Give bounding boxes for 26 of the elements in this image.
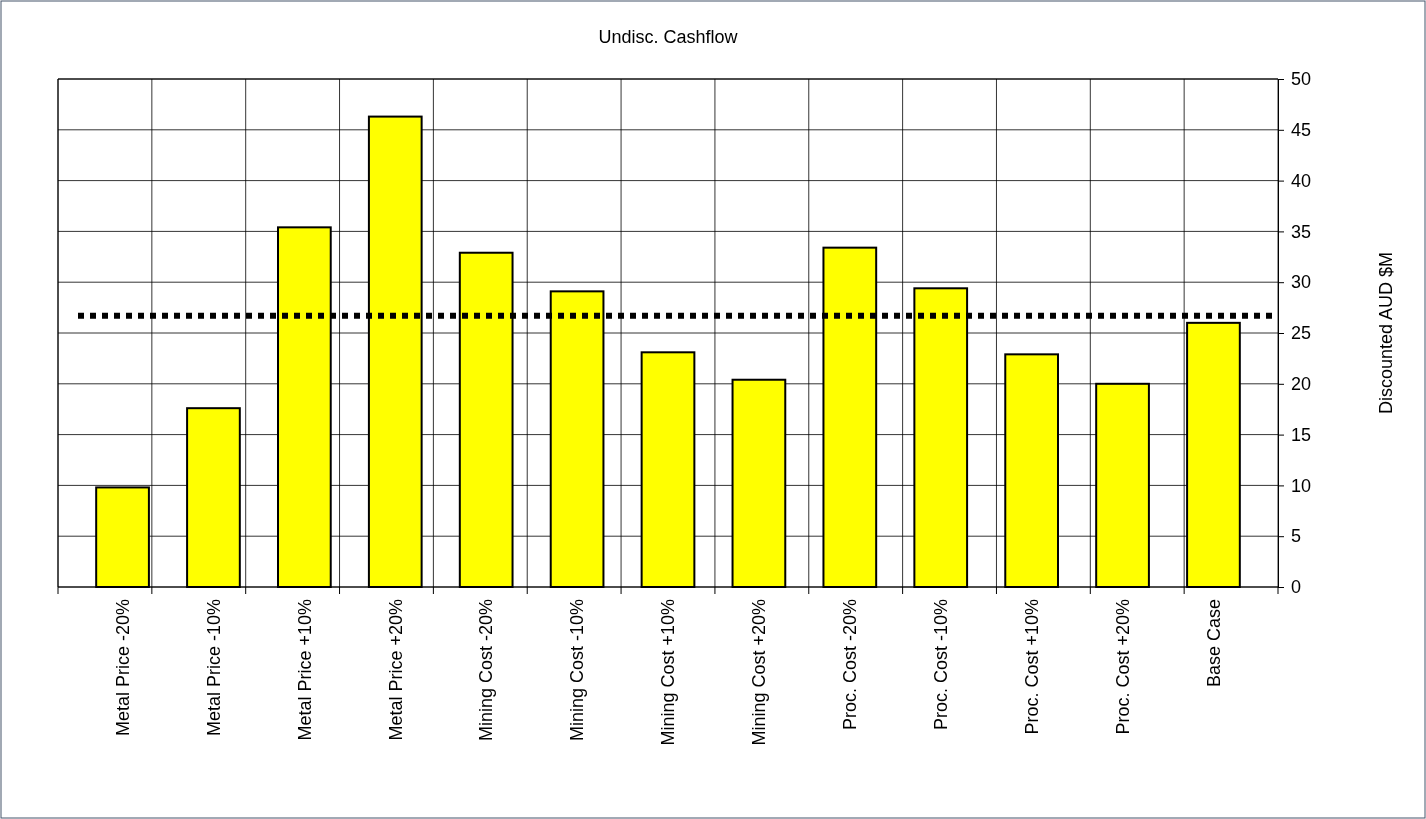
y-tick-label: 20 <box>1291 374 1312 395</box>
x-tick-label: Proc. Cost +10% <box>1021 599 1042 735</box>
y-tick-label: 10 <box>1291 475 1312 496</box>
x-tick-label: Base Case <box>1203 599 1224 688</box>
y-tick-label: 0 <box>1291 577 1302 598</box>
x-tick-label: Proc. Cost -20% <box>840 599 861 731</box>
x-tick-label: Metal Price -10% <box>203 599 224 737</box>
y-tick-label: 30 <box>1291 272 1312 293</box>
x-tick-label: Mining Cost +20% <box>749 599 770 746</box>
x-tick-label: Metal Price -20% <box>112 599 133 737</box>
x-tick-label: Mining Cost -20% <box>476 599 497 742</box>
y-tick-label: 5 <box>1291 526 1302 547</box>
y-tick-label: 25 <box>1291 323 1312 344</box>
x-tick-label: Metal Price +10% <box>294 599 315 741</box>
x-tick-label: Metal Price +20% <box>385 599 406 741</box>
y-axis-title: Discounted AUD $M <box>1376 251 1396 415</box>
y-tick-label: 35 <box>1291 221 1312 242</box>
y-tick-label: 50 <box>1291 69 1312 90</box>
x-tick-label: Mining Cost +10% <box>658 599 679 746</box>
chart-title: Undisc. Cashflow <box>598 27 739 47</box>
x-tick-label: Proc. Cost +20% <box>1112 599 1133 735</box>
y-tick-label: 40 <box>1291 170 1312 191</box>
y-tick-label: 45 <box>1291 120 1312 141</box>
y-tick-label: 15 <box>1291 424 1312 445</box>
x-tick-label: Proc. Cost -10% <box>931 599 952 731</box>
x-tick-label: Mining Cost -10% <box>567 599 588 742</box>
